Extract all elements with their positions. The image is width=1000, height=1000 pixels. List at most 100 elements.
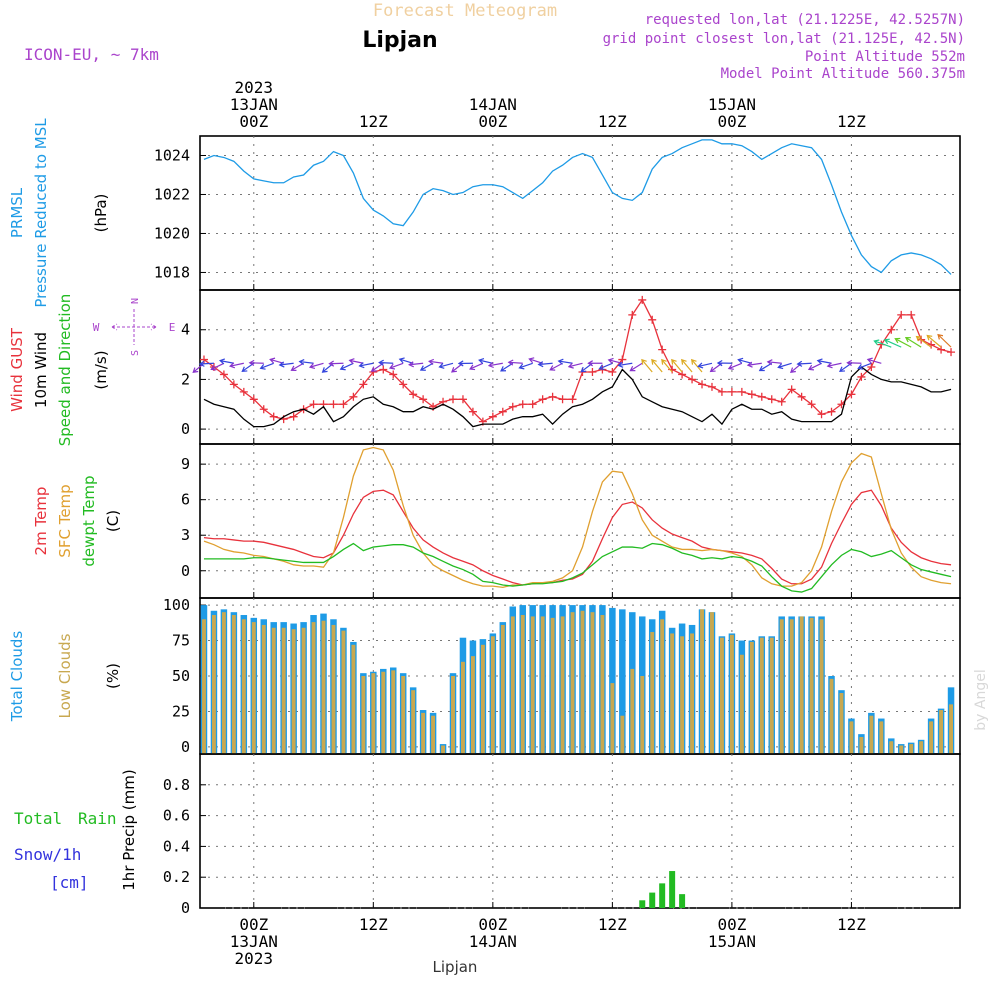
wind-direction-arrow <box>328 360 344 367</box>
low-cloud-bar <box>909 744 914 754</box>
direction-label: Speed and Direction <box>56 294 74 447</box>
low-cloud-bar <box>680 636 685 754</box>
gust-marker <box>309 400 318 409</box>
total-cloud-bar <box>619 609 626 754</box>
top-time-label: 13JAN <box>230 95 278 114</box>
gust-marker <box>947 348 956 357</box>
low-cloud-bar <box>729 634 734 754</box>
low-cloud-bar <box>351 644 356 754</box>
gust-marker <box>608 367 617 376</box>
low-cloud-bar <box>470 656 475 754</box>
wind-direction-arrow <box>358 362 374 369</box>
gust-marker <box>269 412 278 421</box>
panel-pressure: 1018 1020 1022 1024 PRMSL Pressure Reduced to… <box>8 118 961 308</box>
low-clouds-label: Low Clouds <box>56 633 74 718</box>
wind-direction-arrow <box>408 361 424 368</box>
wind-direction-arrow <box>826 362 842 369</box>
gust-marker <box>229 380 238 389</box>
gust-label: Wind GUST <box>8 327 26 412</box>
top-time-label: 12Z <box>837 112 866 131</box>
y-tick-label: 0 <box>181 562 190 580</box>
wind-direction-arrow <box>671 358 683 373</box>
gust-marker <box>827 407 836 416</box>
panel-temperature: 0 3 6 9 2m Temp SFC Temp dewpt Temp (C) <box>32 443 961 599</box>
series-line-2m-temp <box>203 489 952 586</box>
wind-direction-arrow <box>457 360 473 367</box>
precip-unit: 1hr Precip (mm) <box>120 769 138 890</box>
gust-marker <box>777 397 786 406</box>
low-cloud-bar <box>590 612 595 754</box>
gust-marker <box>568 395 577 404</box>
wind-direction-arrow <box>777 362 792 370</box>
gust-marker <box>419 395 428 404</box>
low-cloud-bar <box>630 668 635 754</box>
wind-direction-arrow <box>651 358 663 373</box>
gust-marker <box>548 392 557 401</box>
wind-direction-arrow <box>290 362 304 371</box>
wind-direction-arrow <box>428 358 444 365</box>
low-cloud-bar <box>331 624 336 754</box>
gust-marker <box>767 395 776 404</box>
gust-marker <box>817 410 826 419</box>
wind-direction-arrow <box>598 362 613 371</box>
compass-east: E <box>169 321 176 334</box>
wind-direction-arrow <box>661 358 673 373</box>
low-cloud-bar <box>789 619 794 754</box>
low-cloud-bar <box>739 654 744 754</box>
gust-marker <box>807 400 816 409</box>
low-cloud-bar <box>221 612 226 754</box>
low-cloud-bar <box>839 693 844 754</box>
gust-marker <box>867 363 876 371</box>
sfc-label: SFC Temp <box>56 484 74 557</box>
wind-direction-arrow <box>198 360 214 367</box>
wind-direction-arrow <box>894 337 912 348</box>
gust-marker <box>648 315 657 324</box>
wind-direction-arrow <box>438 362 454 369</box>
gust-marker <box>588 367 597 376</box>
footer-location: Lipjan <box>433 958 478 976</box>
gust-marker <box>339 400 348 409</box>
low-cloud-bar <box>819 619 824 754</box>
prmsl-label: PRMSL <box>8 187 26 238</box>
wind-direction-arrow <box>607 357 623 364</box>
rain-bar <box>639 900 646 908</box>
gust-marker <box>857 372 866 381</box>
wind-direction-arrow <box>807 362 822 371</box>
wind-direction-arrow <box>883 338 902 348</box>
low-cloud-bar <box>690 633 695 754</box>
y-tick-label: 0.8 <box>163 776 190 794</box>
dewpt-label: dewpt Temp <box>80 475 98 566</box>
gust-marker <box>907 310 916 319</box>
low-cloud-bar <box>710 612 714 754</box>
low-cloud-bar <box>650 632 655 754</box>
product-title: Forecast Meteogram <box>373 1 557 21</box>
wind-direction-arrow <box>348 358 364 365</box>
wind-direction-arrow <box>388 362 404 370</box>
y-tick-label: 100 <box>163 596 190 614</box>
gust-marker <box>498 407 507 416</box>
wind-direction-arrow <box>308 362 324 370</box>
y-tick-label: 0 <box>181 899 190 917</box>
gust-marker <box>618 355 627 364</box>
gust-marker <box>458 395 467 404</box>
top-time-label: 12Z <box>598 112 627 131</box>
low-cloud-bar <box>490 636 495 754</box>
low-cloud-bar <box>520 615 525 754</box>
bottom-time-label: 12Z <box>837 915 866 934</box>
top-time-label: 12Z <box>359 112 388 131</box>
wind-direction-arrow <box>557 358 573 365</box>
wind-direction-arrow <box>758 362 773 372</box>
low-cloud-bar <box>381 671 386 754</box>
low-cloud-bar <box>530 616 535 754</box>
gust-marker <box>518 400 527 409</box>
low-cloud-bar <box>251 622 256 754</box>
wind-direction-arrow <box>690 358 703 373</box>
panel-clouds: 0 25 50 75 100 Total Clouds Low Clouds (%) <box>8 596 961 756</box>
gust-marker <box>409 390 418 399</box>
low-cloud-bar <box>939 710 944 754</box>
gust-marker <box>847 390 856 399</box>
y-tick-label: 9 <box>181 455 190 473</box>
compass-south: S <box>130 350 141 356</box>
gust-marker <box>508 402 517 411</box>
